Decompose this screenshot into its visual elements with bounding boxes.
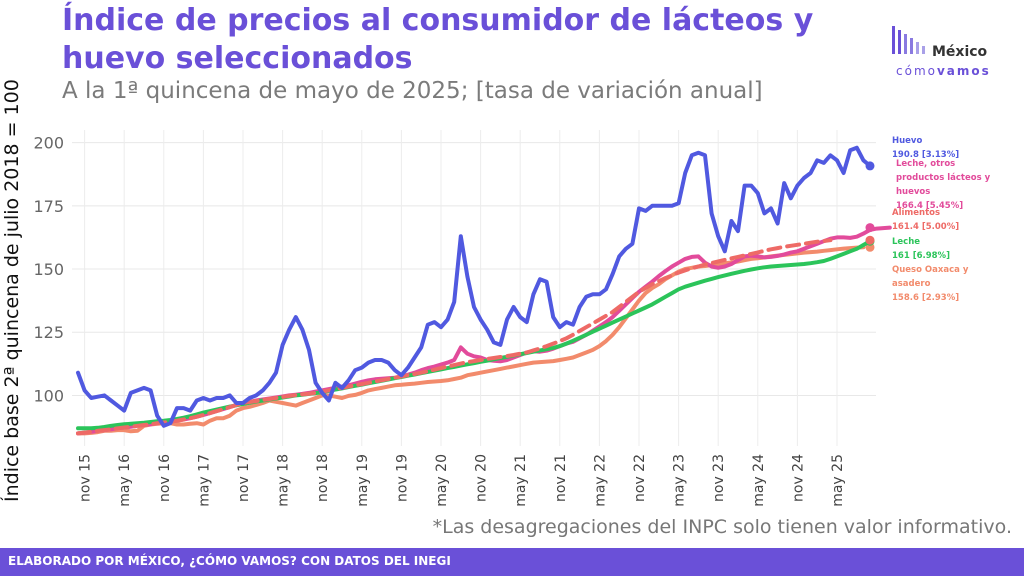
y-tick-label: 100 [33,386,64,405]
x-tick-label: may 20 [434,454,450,507]
bars-icon [892,26,925,54]
series-end-label: Alimentos [892,208,940,218]
footer-bar: ELABORADO POR MÉXICO, ¿CÓMO VAMOS? CON D… [0,548,1024,576]
series-end-label: 190.8 [3.13%] [892,150,959,160]
series-end-label: 166.4 [5.45%] [896,201,963,211]
logo-sub-light: cómo [896,64,937,78]
x-tick-label: nov 15 [78,454,94,502]
x-tick-label: may 21 [513,454,529,507]
mexico-como-vamos-logo: México cómovamos [890,22,1010,86]
logo-subtitle: cómovamos [896,64,991,78]
y-tick-label: 200 [33,134,64,153]
series-end-label: Leche, otros [896,159,955,169]
x-tick-label: nov 23 [711,454,727,502]
series-line-2 [76,238,833,436]
series-line-1 [76,225,892,436]
x-tick-label: may 18 [276,454,292,507]
x-tick-label: nov 17 [236,454,252,502]
x-tick-label: nov 22 [632,454,648,502]
x-tick-label: may 25 [830,454,846,507]
line-chart: 100 125 150 175 200 nov 15 may 16 nov 16 may 17 n… [33,130,991,507]
y-tick-label: 175 [33,197,64,216]
logo-word: México [932,44,988,60]
x-tick-label: may 24 [751,454,767,507]
series-end-label: 161.4 [5.00%] [892,222,959,232]
y-tick-label: 125 [33,323,64,342]
series-end-label: asadero [892,279,931,289]
x-tick-label: may 19 [355,454,371,507]
series-end-label: 158.6 [2.93%] [892,293,959,303]
x-tick-label: may 22 [592,454,608,507]
series-end-label: 161 [6.98%] [892,251,950,261]
series-end-point-2 [865,235,875,245]
series-line-0 [76,145,872,428]
x-tick-label: nov 24 [790,454,806,502]
series-end-label: Huevo [892,136,922,146]
series-end-label: Queso Oaxaca y [892,265,969,275]
x-tick-label: nov 20 [474,454,490,502]
series-end-point-0 [865,161,875,171]
chart-subtitle: A la 1ª quincena de mayo de 2025; [tasa … [62,78,763,104]
x-tick-label: nov 19 [394,454,410,502]
series-end-label: Leche [892,237,920,247]
footer-credit: ELABORADO POR MÉXICO, ¿CÓMO VAMOS? CON D… [8,554,451,568]
x-tick-label: may 16 [117,454,133,507]
x-tick-label: nov 16 [157,454,173,502]
x-tick-label: nov 21 [553,454,569,502]
footnote: *Las desagregaciones del INPC solo tiene… [432,516,1012,538]
series-end-label: huevos [896,187,930,197]
series-end-point-1 [865,223,875,233]
x-tick-label: nov 18 [315,454,331,502]
y-tick-label: 150 [33,260,64,279]
x-tick-label: may 23 [672,454,688,507]
series-end-label: productos lácteos y [896,173,991,183]
logo-sub-bold: vamos [936,64,991,78]
chart-title: Índice de precios al consumidor de lácte… [62,3,814,76]
x-tick-label: may 17 [196,454,212,507]
